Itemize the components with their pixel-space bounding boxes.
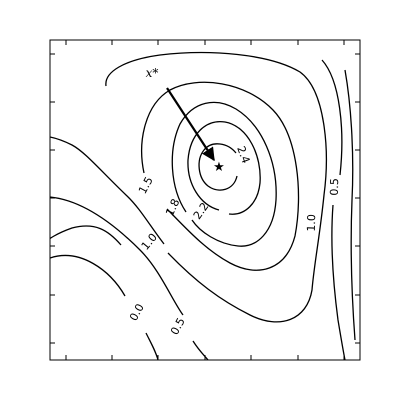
contour-2.4 <box>198 143 238 191</box>
axes-frame <box>49 39 361 361</box>
contour-1.0-loop <box>105 51 327 323</box>
optimum-label: x* <box>146 66 159 80</box>
contour-1.0-right <box>50 136 165 246</box>
maximum-star: ★ <box>213 160 225 175</box>
contour-1.8 <box>171 101 277 247</box>
contour-0.5 <box>50 196 209 360</box>
contour-0.0 <box>50 254 159 360</box>
level-label-1.0-right: 1.0 <box>305 214 319 232</box>
ascent-arrow <box>166 87 215 162</box>
contour-0.5-right <box>321 59 346 360</box>
contour-1.5 <box>141 81 300 271</box>
contour-edge <box>344 69 356 341</box>
contour-2.2 <box>187 121 261 215</box>
level-label-0.5-right: 0.5 <box>328 178 342 196</box>
level-label-2.4: 2.4 <box>234 144 252 165</box>
